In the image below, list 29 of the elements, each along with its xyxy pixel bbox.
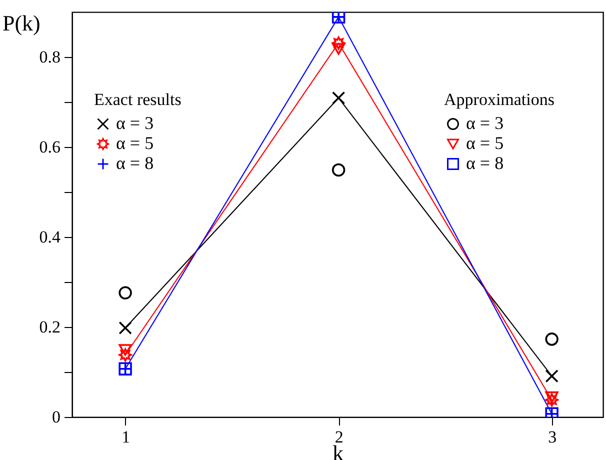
point bbox=[545, 369, 558, 383]
point bbox=[332, 163, 346, 177]
point bbox=[545, 391, 558, 404]
x-tick-label: 3 bbox=[548, 428, 557, 446]
point bbox=[545, 332, 558, 346]
y-tick-label: 0.4 bbox=[39, 228, 61, 246]
legend-label: α = 8 bbox=[466, 153, 504, 173]
y-axis-title: P(k) bbox=[2, 10, 40, 36]
legend-label: α = 5 bbox=[116, 133, 154, 153]
legend-label: α = 3 bbox=[466, 113, 504, 133]
point bbox=[118, 344, 132, 356]
legend-label: α = 8 bbox=[116, 153, 154, 173]
y-tick-label: 0.2 bbox=[39, 318, 60, 336]
point bbox=[118, 286, 132, 300]
legend-label: α = 5 bbox=[466, 133, 504, 153]
point bbox=[545, 393, 558, 406]
point bbox=[332, 91, 346, 105]
point bbox=[118, 321, 132, 334]
y-tick-label: 0 bbox=[52, 408, 60, 426]
text: Approximations bbox=[444, 90, 554, 109]
y-tick-label: 0.8 bbox=[39, 48, 60, 66]
point bbox=[118, 348, 132, 362]
text: Exact results bbox=[94, 90, 182, 109]
x-tick-label: 1 bbox=[122, 428, 130, 446]
y-tick-label: 0.6 bbox=[39, 138, 60, 156]
point bbox=[332, 36, 346, 50]
legend-label: α = 3 bbox=[116, 113, 154, 133]
point bbox=[332, 43, 346, 55]
x-tick-label: 2 bbox=[334, 428, 344, 446]
